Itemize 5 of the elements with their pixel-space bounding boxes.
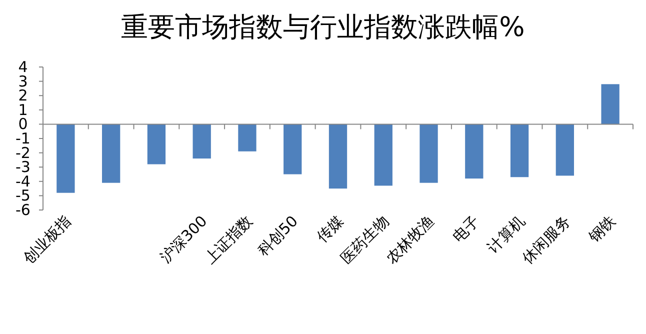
x-tick-label: 传媒 [312, 212, 347, 246]
x-tick-label: 科创50 [254, 212, 302, 260]
chart-title: 重要市场指数与行业指数涨跌幅% [121, 12, 525, 43]
x-tick-label: 钢铁 [584, 212, 620, 247]
x-tick-label: 电子 [449, 212, 483, 246]
